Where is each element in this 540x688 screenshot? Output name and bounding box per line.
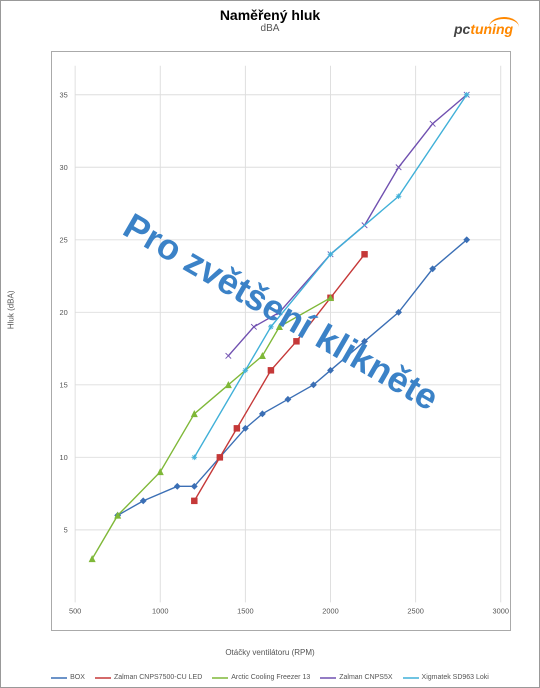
logo: pctuning <box>454 21 519 37</box>
svg-text:5: 5 <box>64 526 68 535</box>
svg-text:1000: 1000 <box>152 606 168 615</box>
svg-text:15: 15 <box>59 381 67 390</box>
svg-text:1500: 1500 <box>237 606 253 615</box>
legend-marker-icon <box>51 677 67 679</box>
chart-container[interactable]: Naměřený hluk dBA pctuning Hluk (dBA) 50… <box>0 0 540 688</box>
legend-item: Zalman CNPS7500-CU LED <box>95 674 202 681</box>
legend-label: Zalman CNPS7500-CU LED <box>114 674 202 681</box>
chart-title: Naměřený hluk <box>1 1 539 23</box>
svg-text:3000: 3000 <box>493 606 509 615</box>
svg-text:500: 500 <box>69 606 81 615</box>
y-axis-label: Hluk (dBA) <box>7 290 16 329</box>
svg-text:30: 30 <box>59 163 67 172</box>
x-axis-label: Otáčky ventilátoru (RPM) <box>1 648 539 657</box>
legend-label: Arctic Cooling Freezer 13 <box>231 674 310 681</box>
legend-marker-icon <box>403 677 419 679</box>
svg-text:10: 10 <box>59 453 67 462</box>
legend-label: BOX <box>70 674 85 681</box>
legend-item: BOX <box>51 674 85 681</box>
legend-marker-icon <box>320 677 336 679</box>
svg-text:25: 25 <box>59 236 67 245</box>
plot-area: 500100015002000250030005101520253035 Pro… <box>51 51 511 631</box>
legend-label: Xigmatek SD963 Loki <box>422 674 489 681</box>
legend: BOX Zalman CNPS7500-CU LED Arctic Cooling … <box>1 674 539 681</box>
logo-pc: pc <box>454 21 470 37</box>
svg-text:20: 20 <box>59 308 67 317</box>
legend-label: Zalman CNPS5X <box>339 674 392 681</box>
legend-item: Zalman CNPS5X <box>320 674 392 681</box>
legend-item: Xigmatek SD963 Loki <box>403 674 489 681</box>
legend-marker-icon <box>212 677 228 679</box>
legend-marker-icon <box>95 677 111 679</box>
svg-text:2000: 2000 <box>322 606 338 615</box>
chart-svg: 500 1000 1500 2000 2500 3000 5 10 15 20 25 30 35 <box>52 52 510 630</box>
legend-item: Arctic Cooling Freezer 13 <box>212 674 310 681</box>
svg-text:35: 35 <box>59 91 67 100</box>
svg-text:2500: 2500 <box>407 606 423 615</box>
